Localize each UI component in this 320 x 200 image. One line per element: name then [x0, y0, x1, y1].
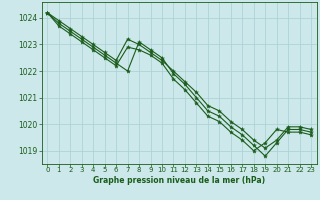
X-axis label: Graphe pression niveau de la mer (hPa): Graphe pression niveau de la mer (hPa)	[93, 176, 265, 185]
